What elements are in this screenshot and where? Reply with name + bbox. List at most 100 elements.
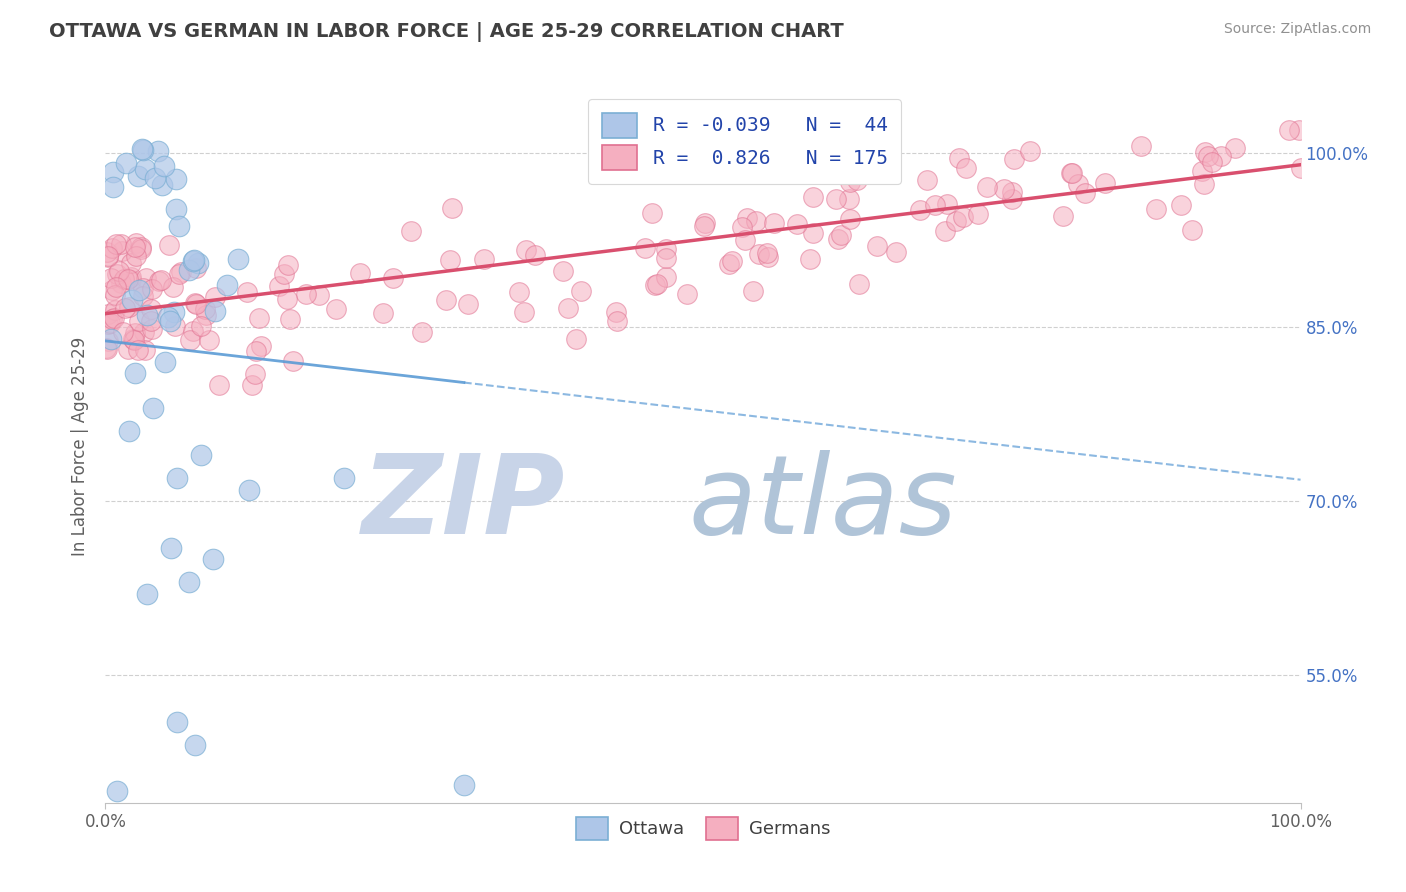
Point (165, 318, 187, 333)
Point (827, 232, 849, 246)
Point (118, 300, 141, 314)
Point (1073, 186, 1095, 200)
Point (177, 575, 201, 590)
Point (195, 309, 218, 323)
Point (183, 252, 205, 267)
Point (267, 279, 290, 293)
Point (163, 305, 186, 319)
Point (131, 239, 153, 253)
Point (1289, 161, 1312, 176)
Point (122, 333, 145, 347)
Point (101, 241, 124, 255)
Point (908, 203, 931, 218)
Point (121, 332, 143, 346)
Point (924, 198, 946, 212)
Point (373, 306, 395, 320)
Point (97, 249, 120, 263)
Point (250, 339, 273, 353)
Point (934, 224, 956, 238)
Point (110, 277, 132, 291)
Point (240, 378, 263, 392)
Point (146, 144, 169, 158)
Point (786, 218, 808, 232)
Point (134, 326, 156, 340)
Point (183, 296, 205, 310)
Point (1060, 166, 1083, 180)
Point (117, 272, 139, 286)
Text: ZIP: ZIP (363, 450, 565, 557)
Point (136, 309, 159, 323)
Point (166, 714, 188, 729)
Point (108, 263, 131, 277)
Point (1194, 177, 1216, 191)
Point (204, 304, 226, 318)
Point (148, 274, 170, 288)
Point (98, 317, 121, 331)
Point (655, 242, 678, 256)
Point (124, 250, 146, 264)
Point (135, 270, 157, 285)
Point (278, 311, 301, 326)
Point (110, 236, 132, 251)
Point (142, 401, 165, 416)
Y-axis label: In Labor Force | Age 25-29: In Labor Force | Age 25-29 (72, 336, 90, 556)
Point (453, 778, 475, 792)
Point (153, 355, 177, 369)
Point (202, 552, 225, 566)
Point (132, 289, 155, 303)
Point (139, 302, 162, 317)
Point (169, 219, 191, 234)
Point (184, 297, 207, 311)
Point (846, 173, 869, 187)
Point (105, 267, 128, 281)
Point (569, 285, 592, 299)
Point (245, 367, 267, 381)
Point (1060, 166, 1083, 180)
Point (120, 270, 142, 285)
Point (107, 784, 129, 798)
Point (245, 344, 267, 359)
Point (830, 227, 852, 242)
Point (731, 220, 754, 235)
Point (236, 285, 259, 299)
Point (273, 267, 295, 281)
Point (141, 314, 163, 328)
Point (111, 325, 134, 339)
Point (308, 288, 330, 302)
Point (515, 243, 537, 257)
Point (162, 279, 184, 293)
Point (1225, 141, 1247, 155)
Point (104, 288, 127, 302)
Point (718, 257, 741, 271)
Point (179, 263, 201, 277)
Point (276, 293, 298, 307)
Point (226, 252, 249, 267)
Point (523, 247, 546, 261)
Point (1144, 202, 1167, 217)
Point (654, 270, 676, 285)
Point (159, 314, 181, 328)
Point (557, 301, 579, 315)
Point (217, 278, 239, 293)
Point (1197, 149, 1219, 163)
Point (184, 738, 207, 752)
Point (170, 265, 193, 279)
Point (654, 251, 676, 265)
Point (181, 324, 204, 338)
Point (152, 159, 174, 173)
Point (1194, 145, 1216, 159)
Point (208, 378, 231, 392)
Legend: Ottawa, Germans: Ottawa, Germans (568, 810, 838, 847)
Point (645, 277, 668, 291)
Point (440, 201, 463, 215)
Point (160, 541, 183, 555)
Point (735, 211, 758, 225)
Point (439, 252, 461, 267)
Point (190, 318, 212, 333)
Point (128, 284, 150, 298)
Point (605, 304, 627, 318)
Point (96, 334, 118, 348)
Point (131, 143, 153, 157)
Point (382, 271, 405, 285)
Point (101, 165, 124, 179)
